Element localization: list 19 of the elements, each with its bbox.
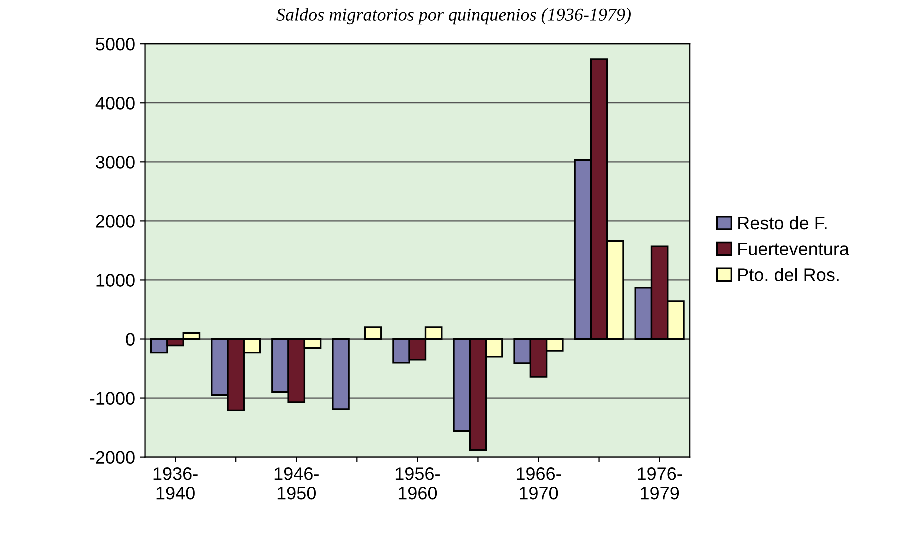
y-tick-label: 0 [126,333,135,346]
y-tick-label: -2000 [90,451,135,464]
x-tick-label: 1976-1979 [638,468,682,500]
x-tick-label: 1936-1940 [154,468,198,500]
y-tick-label: 3000 [96,156,135,169]
y-tick-label: -1000 [90,392,135,406]
x-tick-label: 1946-1950 [274,468,319,500]
x-tick-label: 1966-1970 [517,468,562,500]
legend-label: Pto. del Ros. [738,268,839,282]
x-tick-label: 1956-1960 [396,468,440,500]
legend-label: Fuerteventura [738,242,850,256]
legend-label: Resto de F. [738,216,827,230]
bar [332,338,350,410]
y-tick-label: 5000 [96,38,135,51]
y-tick-label: 4000 [96,97,135,110]
bar [364,326,382,340]
y-tick-label: 2000 [96,215,135,228]
chart-title: Saldos migratorios por quinquenios (1936-1979) [276,8,631,25]
y-tick-label: 1000 [96,274,135,287]
